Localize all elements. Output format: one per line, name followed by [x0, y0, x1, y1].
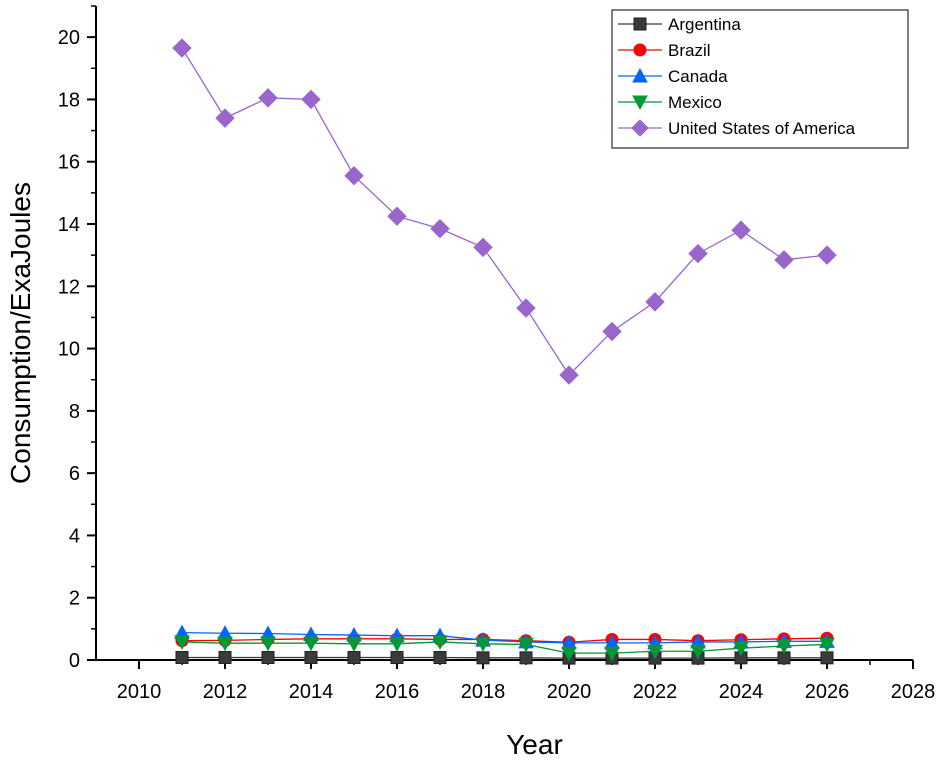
x-tick-label: 2012	[203, 681, 248, 703]
legend-marker	[633, 43, 647, 57]
data-point	[346, 637, 362, 652]
data-point	[561, 646, 577, 662]
y-tick-label: 20	[58, 27, 80, 49]
legend-item: Brazil	[618, 41, 711, 60]
data-point	[602, 321, 622, 342]
data-point	[519, 651, 533, 665]
series-line	[181, 47, 828, 377]
y-tick-label: 4	[69, 525, 80, 547]
data-point	[389, 637, 405, 652]
data-point	[733, 641, 749, 657]
x-tick-label: 2020	[547, 681, 592, 703]
y-tick-label: 18	[58, 89, 80, 111]
legend: Argentina Brazil Canada Mexico United States…	[611, 9, 909, 149]
series-line	[181, 637, 828, 643]
data-point	[820, 651, 834, 665]
data-point	[518, 637, 534, 653]
data-point	[776, 639, 792, 655]
y-tick-label: 14	[58, 214, 80, 236]
data-point	[174, 635, 190, 650]
series-argentina	[175, 651, 834, 665]
data-point	[731, 220, 751, 240]
data-point	[433, 651, 447, 665]
legend-label: Mexico	[668, 93, 722, 112]
x-tick-label: 2024	[719, 681, 764, 703]
x-tick-label: 2026	[805, 681, 850, 703]
legend-marker	[632, 95, 648, 111]
data-point	[347, 651, 361, 665]
legend-item: Argentina	[618, 15, 741, 34]
y-tick-label: 0	[69, 650, 80, 672]
y-tick-label: 10	[58, 339, 80, 361]
y-tick-label: 8	[69, 401, 80, 423]
y-tick-label: 12	[58, 276, 80, 298]
y-tick-label: 2	[69, 588, 80, 610]
series-line	[182, 656, 827, 659]
data-point	[817, 245, 837, 265]
series-mexico	[174, 635, 835, 662]
data-point	[819, 637, 835, 653]
series-line	[181, 631, 827, 644]
data-point	[261, 651, 275, 665]
data-point	[390, 651, 404, 665]
data-point	[475, 637, 491, 652]
data-point	[645, 292, 665, 312]
data-point	[218, 651, 232, 665]
data-point	[476, 651, 490, 665]
x-tick-label: 2014	[289, 681, 334, 703]
legend-label: Argentina	[668, 15, 741, 34]
legend-marker	[631, 119, 649, 137]
x-tick-label: 2022	[633, 681, 678, 703]
legend-label: United States of America	[668, 119, 856, 138]
data-point	[175, 651, 189, 665]
data-point	[688, 243, 708, 264]
plot-frame	[95, 6, 913, 661]
data-point	[690, 644, 706, 660]
legend-box	[611, 9, 909, 149]
data-point	[774, 250, 794, 270]
legend-marker	[632, 67, 648, 83]
legend-label: Brazil	[668, 41, 711, 60]
x-tick-label: 2018	[461, 681, 506, 703]
data-point	[432, 635, 448, 650]
data-point	[303, 636, 319, 652]
x-tick-label: 2010	[117, 681, 162, 703]
legend-item: United States of America	[618, 119, 856, 138]
data-point	[258, 88, 278, 108]
data-point	[215, 108, 235, 128]
x-tick-label: 2028	[891, 681, 936, 703]
legend-label: Canada	[668, 67, 728, 86]
x-tick-label: 2016	[375, 681, 420, 703]
data-point	[604, 646, 620, 662]
legend-marker	[633, 17, 647, 31]
series-line	[181, 641, 828, 654]
data-point	[473, 237, 493, 258]
data-point	[516, 298, 536, 318]
data-point	[172, 38, 192, 58]
series-layer	[172, 38, 837, 665]
series-brazil	[175, 631, 834, 649]
data-point	[260, 636, 276, 652]
legend-item: Mexico	[618, 93, 722, 112]
data-point	[217, 636, 233, 652]
x-axis-title: Year	[506, 729, 563, 760]
x-axis-ticks: 2010 2012 2014 2016 2018 2020 2022 2024 2026 2028	[117, 660, 936, 703]
y-tick-label: 6	[69, 463, 80, 485]
data-point	[344, 166, 364, 186]
data-point	[559, 365, 579, 385]
y-axis-ticks: 0 2 4 6 8 10 12 14 16 18 20	[58, 5, 96, 672]
y-axis-title: Consumption/ExaJoules	[5, 182, 36, 484]
data-point	[301, 89, 321, 110]
data-point	[387, 206, 407, 226]
data-point	[430, 218, 450, 239]
y-tick-label: 16	[58, 152, 80, 174]
data-point	[304, 651, 318, 665]
legend-item: Canada	[618, 67, 728, 86]
series-united-states-of-america	[172, 38, 837, 385]
data-point	[647, 644, 663, 660]
